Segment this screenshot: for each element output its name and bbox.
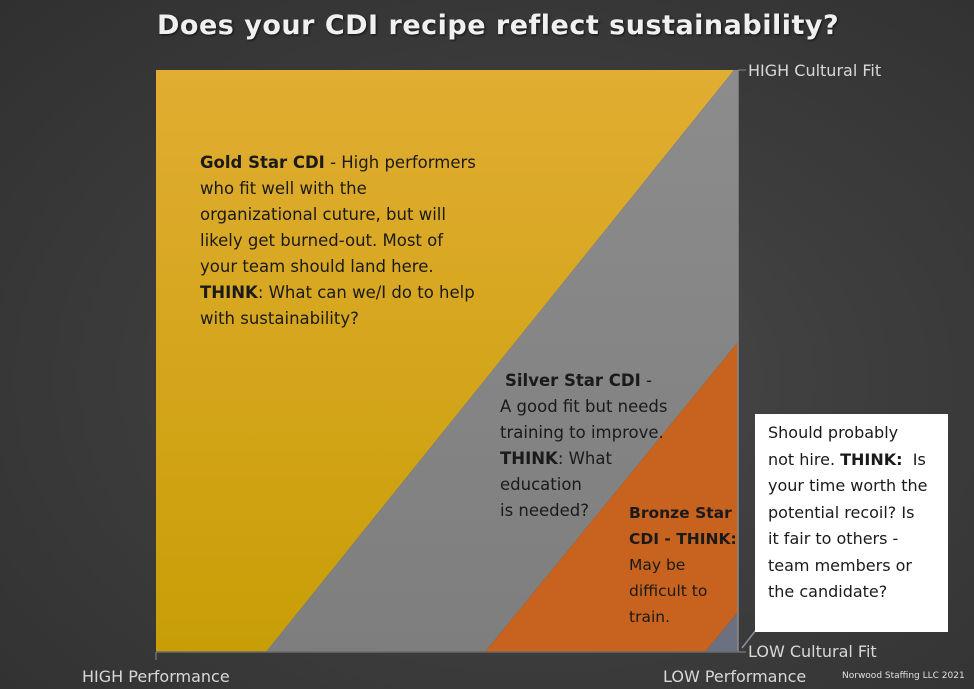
silver-line: A good fit but needs [500, 397, 668, 416]
silver-think-label: THINK [500, 449, 558, 468]
gold-line: likely get burned-out. Most of [200, 231, 444, 250]
callout-line: it fair to others - [768, 529, 899, 548]
silver-region [266, 70, 738, 652]
page-title: Does your CDI recipe reflect sustainabil… [157, 10, 840, 41]
callout-line: not hire. [768, 449, 841, 469]
callout-think-label: THINK: [840, 449, 903, 469]
gold-line: with sustainability? [200, 309, 359, 328]
silver-line: education [500, 475, 582, 494]
bronze-heading-2: CDI - THINK: [629, 530, 737, 548]
gold-region [156, 70, 734, 652]
slate-region [705, 612, 738, 652]
silver-description: Silver Star CDI - A good fit but needs t… [500, 368, 700, 524]
credit-text: Norwood Staffing LLC 2021 [842, 671, 965, 681]
callout-line: your time worth the [768, 476, 928, 495]
y-axis-high-label: HIGH Cultural Fit [748, 61, 882, 80]
silver-heading: Silver Star CDI [505, 371, 641, 390]
callout-line: the candidate? [768, 582, 888, 601]
y-axis-low-label: LOW Cultural Fit [748, 642, 877, 661]
silver-think-text: : What [557, 449, 612, 468]
silver-line: is needed? [500, 501, 590, 520]
gold-description: Gold Star CDI - High performers who fit … [200, 150, 520, 332]
silver-dash: - [640, 371, 652, 390]
x-axis-low-label: LOW Performance [663, 667, 807, 686]
gold-line: your team should land here. [200, 257, 434, 276]
gold-line: - High performers [324, 153, 476, 172]
callout-line: potential recoil? Is [768, 502, 915, 522]
callout-box: Should probably not hire. THINK: Is your… [755, 414, 948, 632]
gold-line: who fit well with the [200, 179, 367, 198]
x-axis-high-label: HIGH Performance [82, 667, 230, 686]
bronze-heading-1: Bronze Star [629, 504, 732, 522]
callout-line: Should probably [768, 423, 899, 442]
gold-line: organizational cuture, but will [200, 205, 446, 224]
bronze-description: Bronze Star CDI - THINK: May be difficul… [629, 500, 744, 630]
bronze-region [485, 342, 738, 652]
bronze-line: May be [629, 556, 686, 574]
gold-think-text: : What can we/I do to help [257, 283, 475, 302]
callout-line: Is [902, 449, 926, 469]
silver-line: training to improve. [500, 423, 664, 442]
gold-think-label: THINK [200, 283, 258, 302]
bronze-line: train. [629, 608, 671, 626]
callout-line: team members or [768, 555, 912, 575]
gold-heading: Gold Star CDI [200, 153, 325, 172]
bronze-line: difficult to [629, 582, 708, 600]
